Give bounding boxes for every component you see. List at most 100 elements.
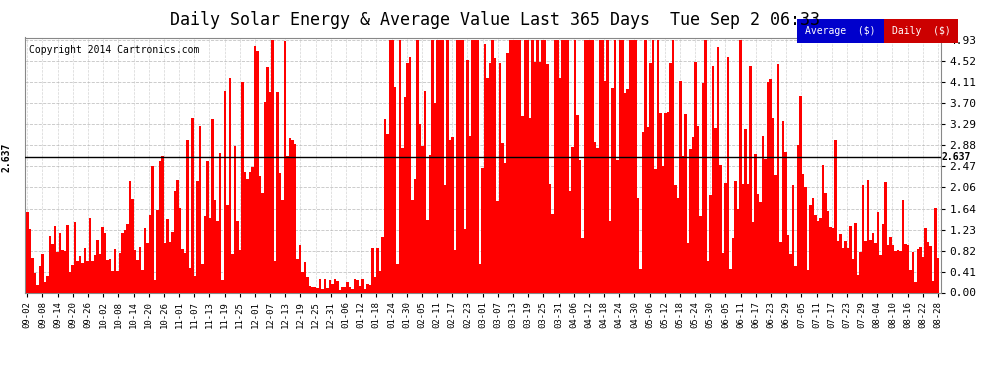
Bar — [348, 287, 351, 292]
Bar — [237, 221, 239, 292]
Bar — [206, 161, 209, 292]
Bar — [702, 83, 704, 292]
Bar — [856, 275, 859, 292]
Bar — [163, 243, 166, 292]
Bar — [614, 40, 617, 292]
Bar — [679, 81, 681, 292]
Bar — [712, 66, 714, 292]
Bar — [644, 40, 646, 292]
Bar — [546, 64, 548, 292]
Bar — [291, 140, 294, 292]
Bar — [424, 91, 427, 292]
Bar — [774, 174, 776, 292]
Bar — [742, 184, 744, 292]
Bar — [576, 116, 579, 292]
Bar — [917, 249, 920, 292]
Bar — [232, 254, 234, 292]
Bar — [316, 288, 319, 292]
Bar — [864, 241, 866, 292]
Bar — [284, 41, 286, 292]
Bar — [814, 215, 817, 292]
Bar — [136, 260, 139, 292]
Bar — [191, 118, 194, 292]
Bar — [719, 165, 722, 292]
Bar — [704, 40, 707, 292]
Bar — [681, 156, 684, 292]
Bar — [646, 127, 649, 292]
Bar — [861, 184, 864, 292]
Bar — [201, 264, 204, 292]
Bar — [214, 200, 216, 292]
Bar — [871, 233, 874, 292]
Bar — [912, 252, 914, 292]
Bar — [196, 181, 199, 292]
Bar — [769, 80, 771, 292]
Bar — [151, 166, 153, 292]
Bar — [586, 40, 589, 292]
Bar — [71, 264, 73, 292]
Bar — [161, 156, 163, 292]
Bar — [494, 58, 496, 292]
Bar — [327, 288, 329, 292]
Bar — [789, 254, 792, 292]
Bar — [504, 163, 507, 292]
Bar — [334, 279, 337, 292]
Bar — [66, 225, 68, 292]
Bar — [932, 281, 935, 292]
Bar — [76, 261, 78, 292]
Bar — [139, 247, 142, 292]
Bar — [276, 92, 279, 292]
Bar — [761, 136, 764, 292]
Bar — [311, 286, 314, 292]
Bar — [714, 128, 717, 292]
Bar — [556, 40, 559, 292]
Bar — [444, 185, 446, 292]
Bar — [517, 40, 519, 292]
Bar — [446, 40, 448, 292]
Bar — [551, 214, 554, 292]
Bar — [666, 112, 669, 292]
Bar — [186, 141, 189, 292]
Bar — [491, 40, 494, 292]
Bar — [247, 178, 248, 292]
Bar — [664, 113, 666, 292]
Bar — [226, 205, 229, 292]
Bar — [797, 146, 799, 292]
Bar — [907, 245, 909, 292]
Bar — [756, 194, 759, 292]
Bar — [434, 103, 437, 292]
Bar — [429, 155, 432, 292]
Bar — [148, 215, 151, 292]
Bar — [854, 223, 856, 292]
Bar — [461, 40, 464, 292]
Bar — [46, 276, 49, 292]
Bar — [337, 281, 339, 292]
Bar — [596, 148, 599, 292]
Bar — [306, 277, 309, 292]
Bar — [819, 218, 822, 292]
Bar — [384, 119, 386, 292]
Text: Daily  ($): Daily ($) — [892, 26, 950, 36]
Bar — [496, 201, 499, 292]
Bar — [339, 290, 342, 292]
Bar — [686, 243, 689, 292]
Bar — [471, 40, 474, 292]
Bar — [394, 87, 396, 292]
Bar — [509, 40, 512, 292]
Bar — [96, 240, 99, 292]
Bar — [219, 153, 221, 292]
Bar — [822, 165, 824, 292]
Bar — [835, 140, 837, 292]
Bar — [466, 60, 469, 292]
Bar — [542, 40, 544, 292]
Bar — [512, 40, 514, 292]
Bar — [566, 40, 569, 292]
Bar — [749, 66, 751, 292]
Bar — [31, 258, 34, 292]
Bar — [26, 212, 29, 292]
Bar — [396, 264, 399, 292]
Bar — [369, 285, 371, 292]
Bar — [612, 88, 614, 292]
Bar — [142, 270, 144, 292]
Bar — [344, 287, 346, 292]
